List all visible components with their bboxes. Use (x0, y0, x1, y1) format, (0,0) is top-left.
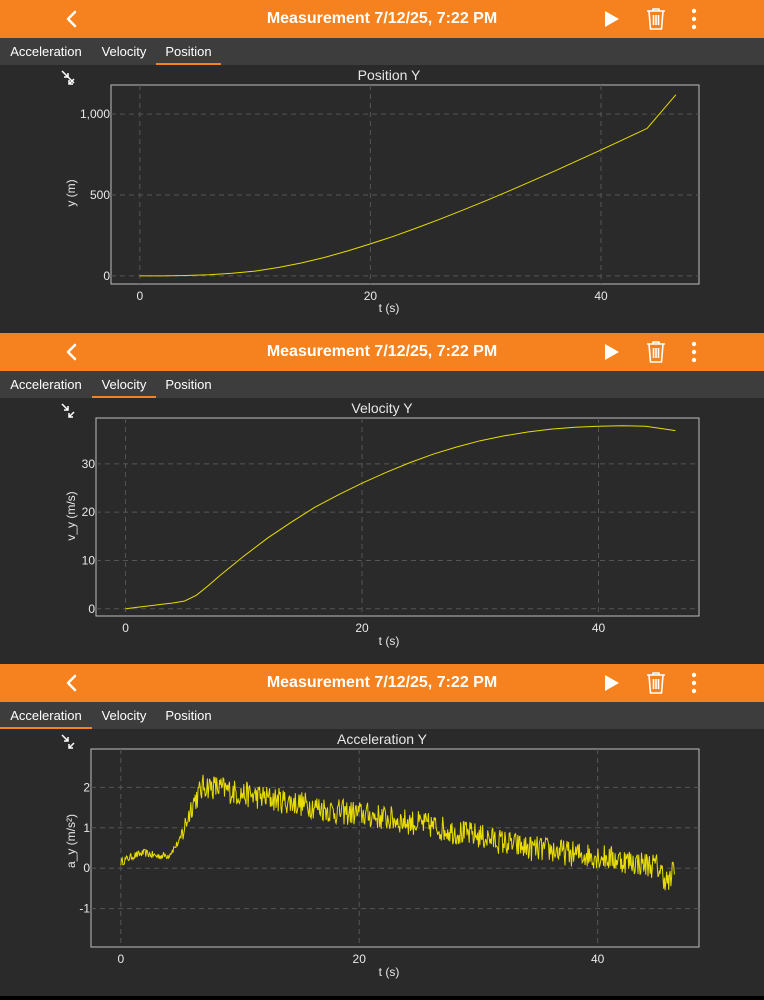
y-axis-label: v_y (m/s) (64, 491, 78, 540)
x-axis-label: t (s) (379, 634, 400, 648)
x-tick-label: 20 (364, 289, 378, 303)
y-tick-label: 20 (82, 505, 96, 519)
x-tick-label: 40 (591, 952, 605, 966)
x-tick-label: 0 (122, 621, 129, 635)
y-tick-label: 1,000 (80, 107, 110, 121)
x-tick-label: 0 (117, 952, 124, 966)
velocity-chart: Velocity Y 0 20 40 0 10 20 30 t (s) v_y (m/s) (61, 400, 700, 648)
tab-velocity[interactable]: Velocity (92, 371, 156, 398)
y-tick-label: 2 (83, 780, 90, 794)
tab-position[interactable]: Position (165, 377, 212, 392)
y-tick-label: 0 (88, 602, 95, 616)
y-axis-label: a_y (m/s²) (64, 814, 78, 868)
play-icon[interactable] (601, 673, 621, 693)
app-bar: Measurement 7/12/25, 7:22 PM (0, 0, 764, 38)
collapse-icon[interactable] (61, 403, 75, 418)
chevron-left-icon[interactable] (62, 9, 82, 29)
more-vertical-icon[interactable] (685, 340, 703, 364)
more-vertical-icon[interactable] (685, 7, 703, 31)
x-tick-label: 0 (136, 289, 143, 303)
more-vertical-icon[interactable] (685, 671, 703, 695)
chart-content: 0 20 40 0 10 20 30 (82, 418, 699, 635)
tab-velocity[interactable]: Velocity (101, 44, 147, 59)
position-chart: Position Y 0 20 40 0 500 1,000 t (s) y (m) (61, 67, 700, 315)
position-panel: Measurement 7/12/25, 7:22 PM Acceleratio… (0, 0, 764, 333)
play-icon[interactable] (601, 342, 621, 362)
y-tick-label: 30 (82, 457, 96, 471)
chart-title: Acceleration Y (337, 731, 428, 747)
y-tick-label: 0 (103, 269, 110, 283)
x-tick-label: 20 (353, 952, 367, 966)
acceleration-chart: Acceleration Y 0 20 40 -1 0 1 2 t (s) a_y (m/s… (61, 731, 700, 979)
tab-position[interactable]: Position (165, 708, 212, 723)
tab-acceleration[interactable]: Acceleration (0, 702, 92, 729)
collapse-icon[interactable] (61, 734, 75, 749)
chart-content: 0 20 40 0 500 1,000 (80, 85, 699, 303)
tab-bar: Acceleration Velocity Position (0, 702, 764, 729)
y-tick-label: 0 (83, 861, 90, 875)
chevron-left-icon[interactable] (62, 342, 82, 362)
y-tick-label: 10 (82, 553, 96, 567)
y-tick-label: 1 (83, 821, 90, 835)
tab-acceleration[interactable]: Acceleration (10, 377, 82, 392)
acceleration-plot-area: Acceleration Y 0 20 40 -1 0 1 2 t (s) a_y (m/s… (0, 729, 764, 996)
tab-bar: Acceleration Velocity Position (0, 371, 764, 398)
x-tick-label: 40 (592, 621, 606, 635)
plot-frame (110, 84, 700, 285)
chart-title: Position Y (358, 67, 421, 83)
x-tick-label: 20 (355, 621, 369, 635)
collapse-icon[interactable] (61, 70, 75, 85)
chart-content: 0 20 40 -1 0 1 2 (79, 749, 699, 966)
chart-title: Velocity Y (351, 400, 413, 416)
trash-icon[interactable] (645, 671, 667, 695)
series-line (120, 774, 675, 891)
velocity-plot-area: Velocity Y 0 20 40 0 10 20 30 t (s) v_y (m/s) (0, 398, 764, 664)
x-tick-label: 40 (594, 289, 608, 303)
tab-acceleration[interactable]: Acceleration (10, 44, 82, 59)
tab-velocity[interactable]: Velocity (101, 708, 147, 723)
plot-frame (90, 748, 700, 948)
chevron-left-icon[interactable] (62, 673, 82, 693)
y-tick-label: -1 (79, 902, 90, 916)
acceleration-panel: Measurement 7/12/25, 7:22 PM Acceleratio… (0, 664, 764, 996)
velocity-panel: Measurement 7/12/25, 7:22 PM Acceleratio… (0, 333, 764, 664)
trash-icon[interactable] (645, 340, 667, 364)
tab-bar: Acceleration Velocity Position (0, 38, 764, 65)
trash-icon[interactable] (645, 7, 667, 31)
series-line (125, 425, 676, 610)
x-axis-label: t (s) (379, 301, 400, 315)
plot-frame (95, 417, 700, 617)
tab-position[interactable]: Position (156, 38, 221, 65)
play-icon[interactable] (601, 9, 621, 29)
y-axis-label: y (m) (64, 179, 78, 206)
x-axis-label: t (s) (379, 965, 400, 979)
y-tick-label: 500 (90, 188, 110, 202)
series-line (139, 94, 677, 277)
position-plot-area: Position Y 0 20 40 0 500 1,000 t (s) y (m) (0, 65, 764, 333)
app-bar: Measurement 7/12/25, 7:22 PM (0, 664, 764, 702)
app-bar: Measurement 7/12/25, 7:22 PM (0, 333, 764, 371)
